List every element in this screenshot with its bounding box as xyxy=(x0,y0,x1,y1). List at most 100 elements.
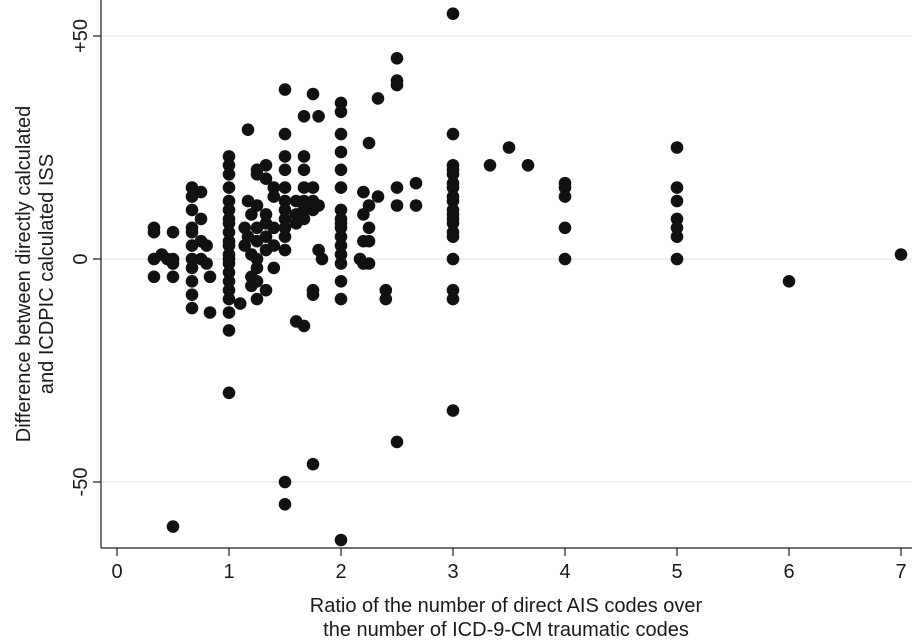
data-point-44 xyxy=(222,266,236,279)
data-point-80 xyxy=(267,239,281,252)
data-point-79 xyxy=(267,221,281,235)
data-point-140 xyxy=(362,136,376,150)
data-point-163 xyxy=(446,181,460,194)
data-point-174 xyxy=(446,292,460,306)
data-point-181 xyxy=(558,190,572,203)
x-axis-title-line-1: Ratio of the number of direct AIS codes … xyxy=(310,595,703,617)
x-tick-label-1: 1 xyxy=(223,561,234,583)
data-point-121 xyxy=(334,145,348,159)
data-point-17 xyxy=(185,252,199,266)
data-point-46 xyxy=(222,283,236,297)
data-point-139 xyxy=(357,185,370,199)
data-point-45 xyxy=(222,275,236,288)
x-tick-label-2: 2 xyxy=(335,561,346,583)
data-point-100 xyxy=(297,150,311,163)
data-point-106 xyxy=(297,319,311,333)
x-tick-label-3: 3 xyxy=(447,561,458,583)
y-tick-label-0: -50 xyxy=(70,468,92,497)
data-point-77 xyxy=(267,181,281,194)
data-point-154 xyxy=(390,435,404,449)
data-point-178 xyxy=(521,159,535,172)
data-point-51 xyxy=(233,297,247,310)
x-tick-label-0: 0 xyxy=(111,561,122,583)
data-point-189 xyxy=(670,230,684,243)
data-point-123 xyxy=(334,181,348,194)
data-point-28 xyxy=(203,270,217,284)
data-point-152 xyxy=(390,181,404,194)
data-point-146 xyxy=(371,190,385,203)
data-point-165 xyxy=(446,194,460,208)
data-point-34 xyxy=(222,194,236,208)
data-point-76 xyxy=(259,283,273,297)
data-point-9 xyxy=(166,270,180,284)
data-point-86 xyxy=(278,181,292,194)
data-point-158 xyxy=(446,127,460,141)
data-point-21 xyxy=(185,301,199,315)
data-point-6 xyxy=(166,225,180,239)
data-point-85 xyxy=(278,163,292,177)
data-point-105 xyxy=(297,212,311,226)
data-point-141 xyxy=(362,199,376,212)
data-point-31 xyxy=(222,159,236,172)
data-point-103 xyxy=(297,194,311,208)
data-point-94 xyxy=(278,498,292,511)
data-point-99 xyxy=(297,110,311,123)
data-point-117 xyxy=(315,252,329,266)
data-point-18 xyxy=(185,261,199,275)
data-point-175 xyxy=(446,404,460,417)
grid-lines xyxy=(101,35,912,483)
data-point-132 xyxy=(334,275,348,288)
data-point-147 xyxy=(379,283,393,297)
data-point-157 xyxy=(446,7,460,20)
data-point-20 xyxy=(185,288,199,302)
data-point-83 xyxy=(278,127,292,141)
data-point-145 xyxy=(371,92,385,105)
x-tick-label-7: 7 xyxy=(895,561,906,583)
data-point-68 xyxy=(250,275,264,288)
data-point-118 xyxy=(334,96,348,110)
data-point-124 xyxy=(334,203,348,217)
data-point-8 xyxy=(166,257,180,270)
y-axis-title-line-2: and ICDPIC calculated ISS xyxy=(36,154,58,394)
data-point-3 xyxy=(147,270,161,284)
data-point-88 xyxy=(278,203,292,217)
data-point-177 xyxy=(502,141,516,154)
data-point-22 xyxy=(194,185,208,199)
data-point-187 xyxy=(670,212,684,226)
data-point-43 xyxy=(222,257,236,270)
data-point-93 xyxy=(278,475,292,489)
data-points xyxy=(147,7,908,547)
data-point-151 xyxy=(390,78,404,92)
data-point-155 xyxy=(409,176,423,190)
data-point-35 xyxy=(222,203,236,217)
y-axis-ticks: -50 0 +50 xyxy=(70,19,101,496)
data-point-49 xyxy=(222,324,236,337)
data-point-186 xyxy=(670,194,684,208)
data-point-101 xyxy=(297,163,311,177)
data-point-180 xyxy=(558,181,572,194)
data-point-54 xyxy=(241,123,255,136)
data-point-50 xyxy=(222,386,236,400)
data-point-10 xyxy=(166,520,180,533)
data-point-15 xyxy=(185,225,199,239)
data-point-1 xyxy=(147,225,161,239)
data-point-104 xyxy=(297,203,311,217)
data-point-143 xyxy=(362,234,376,248)
data-point-19 xyxy=(185,275,199,288)
data-point-78 xyxy=(267,190,281,203)
data-point-30 xyxy=(222,150,236,163)
data-point-13 xyxy=(185,203,199,217)
data-point-192 xyxy=(894,248,908,261)
data-point-70 xyxy=(259,159,273,172)
data-point-47 xyxy=(222,292,236,306)
data-point-33 xyxy=(222,181,236,194)
x-axis-ticks: 0 1 2 3 4 5 6 7 xyxy=(111,548,907,583)
data-point-153 xyxy=(390,199,404,212)
data-point-183 xyxy=(558,252,572,266)
data-point-156 xyxy=(409,199,423,212)
data-point-114 xyxy=(312,110,325,123)
data-point-72 xyxy=(259,208,273,221)
data-point-182 xyxy=(558,221,572,235)
data-point-23 xyxy=(194,212,208,226)
